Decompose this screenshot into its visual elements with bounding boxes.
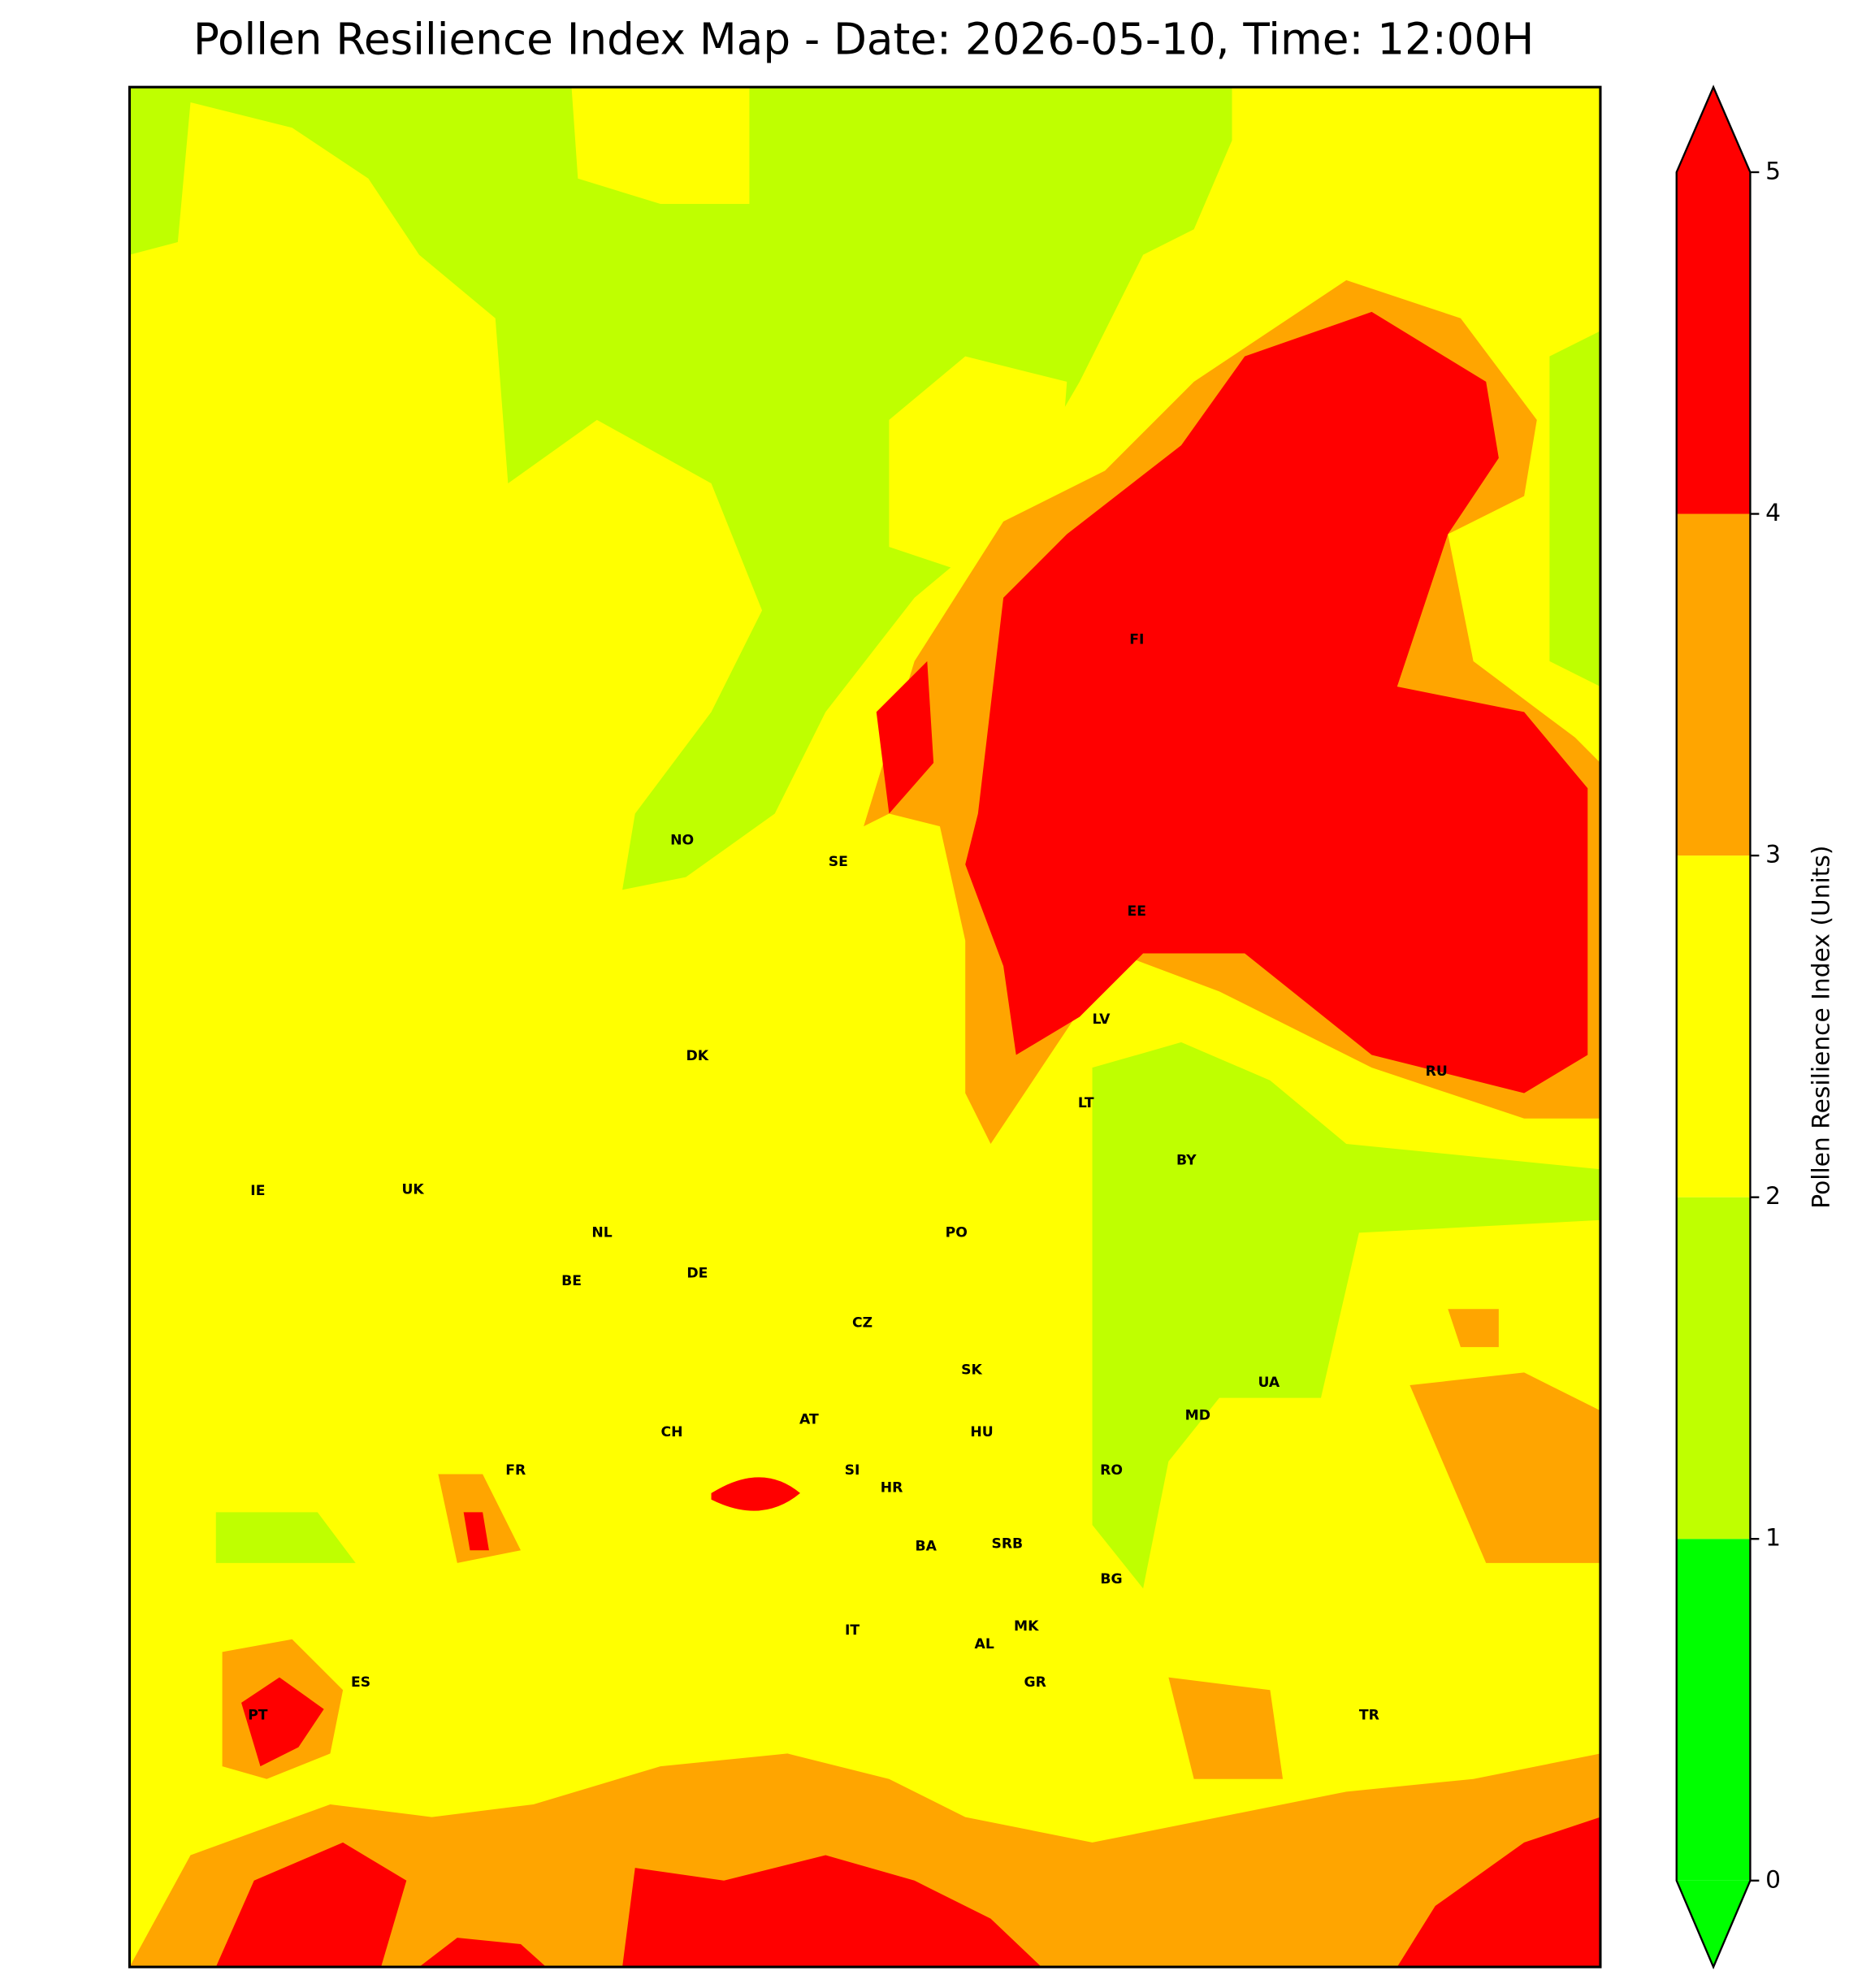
country-label: NO (670, 832, 694, 848)
country-label: EE (1128, 903, 1146, 920)
country-label: LV (1093, 1011, 1111, 1028)
country-label: BE (561, 1273, 582, 1289)
colorbar-tick-label: 5 (1765, 157, 1781, 185)
colorbar-label: Pollen Resilience Index (Units) (1807, 846, 1835, 1209)
country-label: IT (845, 1622, 860, 1639)
colorbar-tick-label: 0 (1765, 1865, 1781, 1894)
colorbar-tick-label: 3 (1765, 841, 1781, 869)
country-label: HU (970, 1424, 993, 1440)
country-label: AT (799, 1411, 819, 1427)
country-label: BG (1100, 1571, 1122, 1587)
colorbar-tick-label: 4 (1765, 499, 1781, 527)
country-label: FR (505, 1462, 526, 1479)
country-label: SI (845, 1462, 860, 1479)
country-label: RO (1100, 1462, 1123, 1479)
country-label: GR (1024, 1674, 1046, 1691)
country-label: CZ (852, 1315, 873, 1331)
colorbar-tick-label: 1 (1765, 1524, 1781, 1553)
country-label: RU (1426, 1063, 1448, 1080)
colorbar-segment (1676, 855, 1751, 1198)
country-label: DE (686, 1265, 708, 1281)
map-frame (128, 85, 1602, 1969)
country-label: BY (1176, 1152, 1197, 1168)
map-fill (129, 87, 1600, 1968)
country-label: MD (1185, 1408, 1210, 1424)
country-label: IE (250, 1183, 265, 1199)
colorbar: 0 1 2 3 4 5 (1675, 84, 1781, 1970)
country-label: SE (829, 854, 848, 870)
colorbar-tick-label: 2 (1765, 1182, 1781, 1211)
country-label: UA (1258, 1375, 1280, 1391)
country-label: NL (591, 1224, 612, 1241)
country-label: CH (661, 1424, 683, 1440)
country-label: SK (961, 1362, 982, 1378)
country-label: PT (248, 1708, 268, 1724)
colorbar-extend-high (1676, 87, 1751, 172)
title: Pollen Resilience Index Map - Date: 2026… (193, 15, 1535, 65)
country-label: UK (401, 1181, 424, 1198)
colorbar-segment (1676, 1539, 1751, 1881)
country-label: DK (686, 1048, 709, 1064)
colorbar-segment (1676, 171, 1751, 514)
country-label: HR (881, 1480, 903, 1496)
country-label: TR (1359, 1708, 1379, 1724)
country-label: SRB (991, 1535, 1023, 1552)
country-label: LT (1078, 1095, 1094, 1111)
colorbar-extend-low (1676, 1880, 1751, 1968)
colorbar-segment (1676, 513, 1751, 856)
country-label: PO (946, 1224, 968, 1241)
country-label: FI (1129, 631, 1144, 648)
country-labels: NO SE FI EE LV LT RU BY UA MD PO DE NL BE UK IE DK CZ SK AT… (248, 631, 1448, 1723)
country-label: ES (351, 1674, 370, 1691)
country-label: MK (1014, 1618, 1039, 1635)
colorbar-segment (1676, 1197, 1751, 1540)
country-label: BA (916, 1539, 937, 1555)
country-label: AL (975, 1636, 994, 1652)
